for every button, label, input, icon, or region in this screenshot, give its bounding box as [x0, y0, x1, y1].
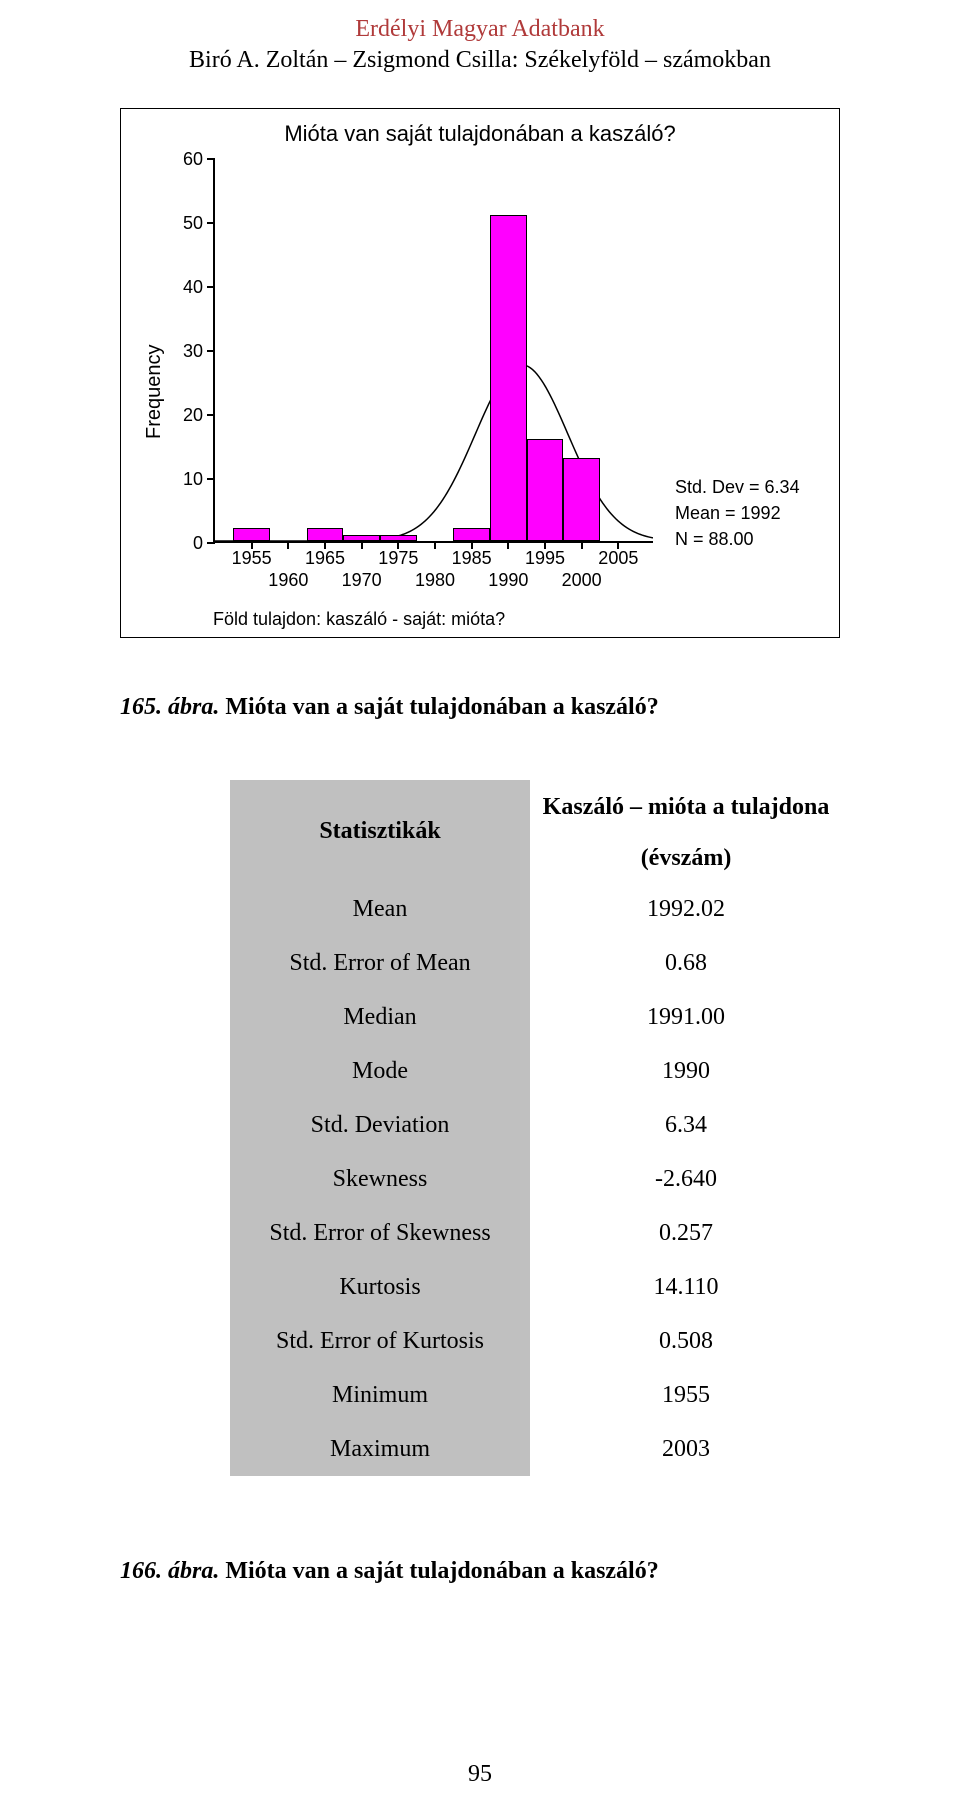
histogram-chart: Mióta van saját tulajdonában a kaszáló? …	[120, 108, 840, 638]
table-row: Median1991.00	[230, 990, 842, 1044]
figure-caption-166: 166. ábra. Mióta van a saját tulajdonába…	[120, 1558, 659, 1585]
table-header-row: Statisztikák Kaszáló – mióta a tulajdona	[230, 780, 842, 834]
stat-label: Median	[230, 990, 530, 1044]
x-tick-label: 2000	[562, 570, 602, 591]
annot-n: N = 88.00	[675, 527, 754, 552]
stat-value: 0.68	[530, 936, 842, 990]
histogram-bar	[563, 458, 600, 541]
table-row: Std. Error of Mean0.68	[230, 936, 842, 990]
y-tick	[207, 350, 215, 352]
table-row: Std. Error of Skewness0.257	[230, 1206, 842, 1260]
x-tick-label: 1965	[305, 548, 345, 569]
caption-166-num: 166. ábra.	[120, 1558, 219, 1584]
stat-label: Skewness	[230, 1152, 530, 1206]
annot-std-dev: Std. Dev = 6.34	[675, 475, 800, 500]
stat-label: Mean	[230, 882, 530, 936]
histogram-bar	[490, 215, 527, 541]
table-row: Maximum2003	[230, 1422, 842, 1476]
y-tick	[207, 542, 215, 544]
histogram-bar	[233, 528, 270, 541]
header-line-2: Biró A. Zoltán – Zsigmond Csilla: Székel…	[0, 45, 960, 76]
page-header: Erdélyi Magyar Adatbank Biró A. Zoltán –…	[0, 0, 960, 76]
stat-value: 2003	[530, 1422, 842, 1476]
annot-mean: Mean = 1992	[675, 501, 781, 526]
stat-value: 1990	[530, 1044, 842, 1098]
x-tick-label: 1970	[342, 570, 382, 591]
x-tick-label: 1960	[268, 570, 308, 591]
y-tick-label: 20	[169, 406, 203, 424]
table-header-left: Statisztikák	[230, 780, 530, 882]
stat-value: 6.34	[530, 1098, 842, 1152]
histogram-bar	[380, 535, 417, 541]
histogram-bar	[453, 528, 490, 541]
x-tick-label: 1990	[488, 570, 528, 591]
y-tick-label: 0	[169, 534, 203, 552]
x-tick-label: 1980	[415, 570, 455, 591]
stat-value: 0.508	[530, 1314, 842, 1368]
stat-label: Mode	[230, 1044, 530, 1098]
y-axis-label: Frequency	[143, 345, 166, 440]
y-tick-label: 60	[169, 150, 203, 168]
figure-caption-165: 165. ábra. Mióta van a saját tulajdonába…	[120, 694, 659, 721]
y-tick	[207, 158, 215, 160]
y-tick	[207, 414, 215, 416]
stat-label: Kurtosis	[230, 1260, 530, 1314]
table-header-right-sub: (évszám)	[530, 834, 842, 882]
y-tick	[207, 286, 215, 288]
stat-label: Std. Error of Skewness	[230, 1206, 530, 1260]
table-row: Minimum1955	[230, 1368, 842, 1422]
stat-label: Std. Error of Mean	[230, 936, 530, 990]
x-tick	[581, 541, 583, 549]
y-tick	[207, 478, 215, 480]
stat-value: 1991.00	[530, 990, 842, 1044]
y-tick-label: 10	[169, 470, 203, 488]
x-tick	[361, 541, 363, 549]
stat-label: Minimum	[230, 1368, 530, 1422]
stat-label: Maximum	[230, 1422, 530, 1476]
chart-title: Mióta van saját tulajdonában a kaszáló?	[121, 121, 839, 147]
caption-166-text: Mióta van a saját tulajdonában a kaszáló…	[219, 1558, 658, 1584]
x-tick-label: 1955	[232, 548, 272, 569]
stat-value: 1955	[530, 1368, 842, 1422]
y-tick-label: 30	[169, 342, 203, 360]
stat-value: 0.257	[530, 1206, 842, 1260]
page-number: 95	[0, 1761, 960, 1788]
x-tick	[287, 541, 289, 549]
stat-value: 1992.02	[530, 882, 842, 936]
x-axis-title: Föld tulajdon: kaszáló - saját: mióta?	[213, 609, 505, 630]
table-row: Std. Deviation6.34	[230, 1098, 842, 1152]
table-row: Kurtosis14.110	[230, 1260, 842, 1314]
y-tick	[207, 222, 215, 224]
x-tick	[434, 541, 436, 549]
caption-165-num: 165. ábra.	[120, 694, 219, 720]
x-tick-label: 1975	[378, 548, 418, 569]
histogram-bar	[307, 528, 344, 541]
table-row: Mean1992.02	[230, 882, 842, 936]
histogram-bar	[527, 439, 564, 541]
caption-165-text: Mióta van a saját tulajdonában a kaszáló…	[219, 694, 658, 720]
x-tick	[507, 541, 509, 549]
stat-label: Std. Deviation	[230, 1098, 530, 1152]
y-tick-label: 40	[169, 278, 203, 296]
x-tick-label: 2005	[598, 548, 638, 569]
header-line-1: Erdélyi Magyar Adatbank	[0, 14, 960, 45]
table-row: Std. Error of Kurtosis0.508	[230, 1314, 842, 1368]
stat-value: -2.640	[530, 1152, 842, 1206]
plot-area: 0102030405060195519651975198519952005196…	[213, 159, 653, 543]
stat-value: 14.110	[530, 1260, 842, 1314]
x-tick-label: 1985	[452, 548, 492, 569]
histogram-bar	[343, 535, 380, 541]
x-tick-label: 1995	[525, 548, 565, 569]
table-row: Mode1990	[230, 1044, 842, 1098]
statistics-table: Statisztikák Kaszáló – mióta a tulajdona…	[230, 780, 842, 1476]
stat-label: Std. Error of Kurtosis	[230, 1314, 530, 1368]
table-header-right-top: Kaszáló – mióta a tulajdona	[530, 780, 842, 834]
table-row: Skewness-2.640	[230, 1152, 842, 1206]
y-tick-label: 50	[169, 214, 203, 232]
